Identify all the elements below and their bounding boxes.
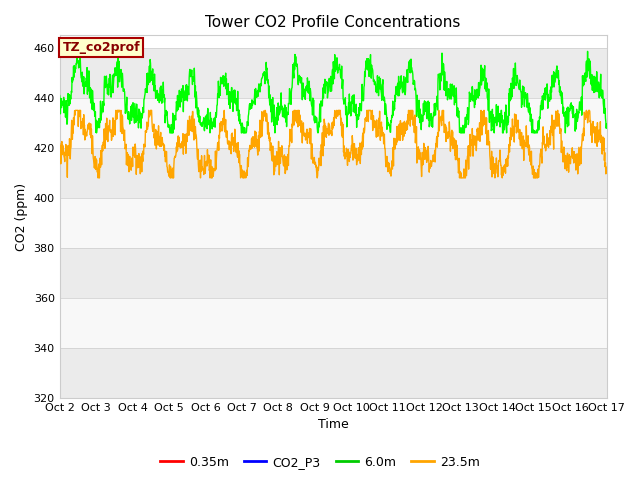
Legend: 0.35m, CO2_P3, 6.0m, 23.5m: 0.35m, CO2_P3, 6.0m, 23.5m: [155, 451, 485, 474]
Text: TZ_co2prof: TZ_co2prof: [63, 41, 140, 54]
Title: Tower CO2 Profile Concentrations: Tower CO2 Profile Concentrations: [205, 15, 461, 30]
Bar: [60, 348, 607, 398]
X-axis label: Time: Time: [317, 419, 349, 432]
Bar: [60, 48, 607, 98]
Y-axis label: CO2 (ppm): CO2 (ppm): [15, 182, 28, 251]
Bar: [60, 198, 607, 248]
Bar: [60, 298, 607, 348]
Bar: [60, 98, 607, 148]
Bar: [60, 248, 607, 298]
Bar: [60, 148, 607, 198]
